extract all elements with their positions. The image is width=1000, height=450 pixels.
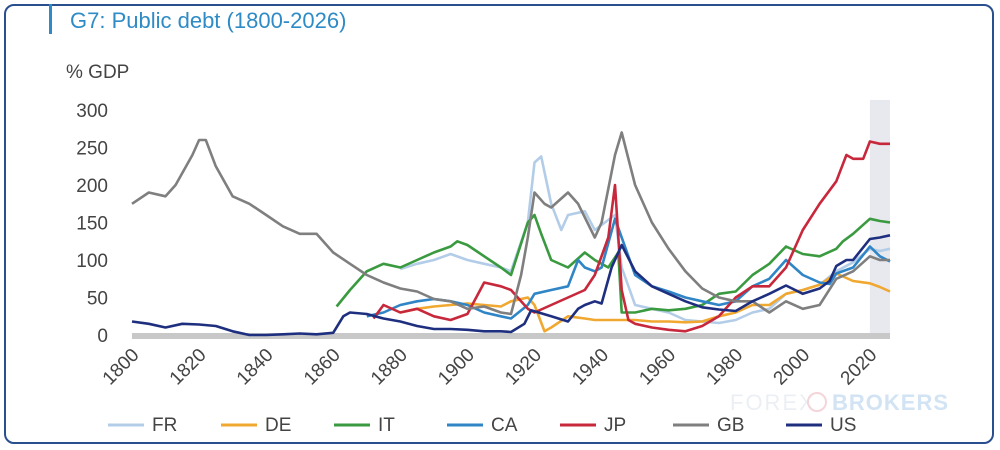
y-tick-label: 150 — [76, 214, 108, 235]
series-line-it — [335, 213, 891, 314]
legend-label-jp: JP — [604, 415, 626, 436]
projection-shade — [869, 100, 890, 335]
x-tick-label: 1900 — [434, 345, 479, 390]
y-tick-label: 200 — [76, 176, 108, 197]
y-axis-ticks: 0 50 100 150 200 250 300 — [76, 101, 108, 347]
x-tick-label: 1820 — [166, 345, 211, 390]
watermark-left-text: FOREX — [730, 390, 816, 415]
x-tick-label: 2000 — [770, 345, 815, 390]
x-tick-label: 1860 — [300, 345, 345, 390]
x-axis-ticks: 1800 1820 1840 1860 1880 1900 1920 1940 1960 1980… — [99, 345, 882, 390]
series-line-ca — [366, 217, 891, 320]
series-line-fr — [399, 155, 891, 325]
chart-frame — [4, 4, 994, 444]
legend-label-it: IT — [378, 415, 395, 436]
x-tick-label: 1960 — [635, 345, 680, 390]
watermark: FOREX BROKERS — [730, 390, 949, 415]
watermark-right-text: BROKERS — [832, 390, 949, 415]
series-line-jp — [372, 140, 890, 333]
y-tick-label: 50 — [87, 289, 108, 310]
watermark-globe-icon — [807, 392, 827, 412]
x-tick-label: 1840 — [233, 345, 278, 390]
legend-label-us: US — [830, 415, 856, 436]
x-tick-label: 1920 — [501, 345, 546, 390]
y-tick-label: 250 — [76, 139, 108, 160]
y-axis-label: % GDP — [66, 62, 130, 83]
y-tick-label: 100 — [76, 251, 108, 272]
legend-label-fr: FR — [152, 415, 177, 436]
series-line-de — [400, 272, 891, 333]
y-tick-label: 300 — [76, 101, 108, 122]
legend-label-gb: GB — [717, 415, 744, 436]
series-line-us — [131, 234, 891, 337]
series-lines — [131, 131, 891, 337]
x-tick-label: 1800 — [99, 345, 144, 390]
legend-label-de: DE — [265, 415, 291, 436]
x-tick-label: 1980 — [703, 345, 748, 390]
legend-label-ca: CA — [491, 415, 518, 436]
x-tick-label: 1880 — [367, 345, 412, 390]
series-line-gb — [131, 131, 890, 316]
title-accent-bar — [49, 4, 52, 34]
x-tick-label: 2020 — [837, 345, 882, 390]
x-tick-label: 1940 — [568, 345, 613, 390]
y-tick-label: 0 — [97, 326, 108, 347]
legend: FR DE IT CA JP GB US — [108, 415, 856, 436]
chart-title: G7: Public debt (1800-2026) — [70, 8, 347, 33]
